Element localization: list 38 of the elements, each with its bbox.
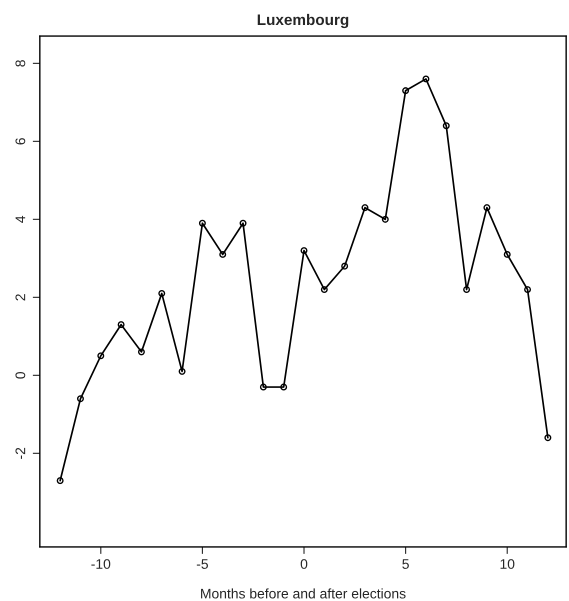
point (422, 75, 430, 82)
point (56, 477, 64, 484)
y-tick-label: 0 (15, 372, 26, 379)
point (382, 216, 389, 223)
x-tick-label: 5 (402, 559, 409, 569)
point (138, 348, 145, 356)
point (524, 286, 532, 294)
point (504, 250, 511, 258)
y-tick-label: 4 (16, 216, 26, 223)
point (219, 250, 226, 258)
y-tick-label: 8 (15, 60, 26, 67)
point (178, 368, 186, 375)
point (240, 220, 247, 227)
chart-title: Luxembourg (258, 14, 348, 28)
point (463, 286, 470, 294)
point (402, 87, 410, 94)
point (280, 384, 288, 390)
point (300, 247, 308, 254)
y-tick-label: 6 (15, 138, 26, 145)
point (118, 321, 125, 328)
x-tick-label: -5 (196, 559, 208, 569)
y-tick-label: 2 (15, 294, 26, 300)
point (362, 204, 368, 212)
point (442, 122, 450, 130)
point (198, 220, 206, 227)
point (544, 434, 552, 442)
x-tick-label: -10 (91, 559, 110, 569)
x-tick-label: 10 (500, 559, 514, 569)
x-axis-title: Months before and after elections (201, 588, 406, 599)
point (483, 204, 490, 212)
point (320, 286, 328, 294)
point (77, 395, 84, 402)
point (158, 290, 166, 297)
point (260, 384, 267, 390)
point (97, 352, 104, 360)
y-tick-label: -2 (15, 448, 26, 459)
x-tick-label: 0 (300, 559, 308, 569)
point (341, 262, 348, 270)
